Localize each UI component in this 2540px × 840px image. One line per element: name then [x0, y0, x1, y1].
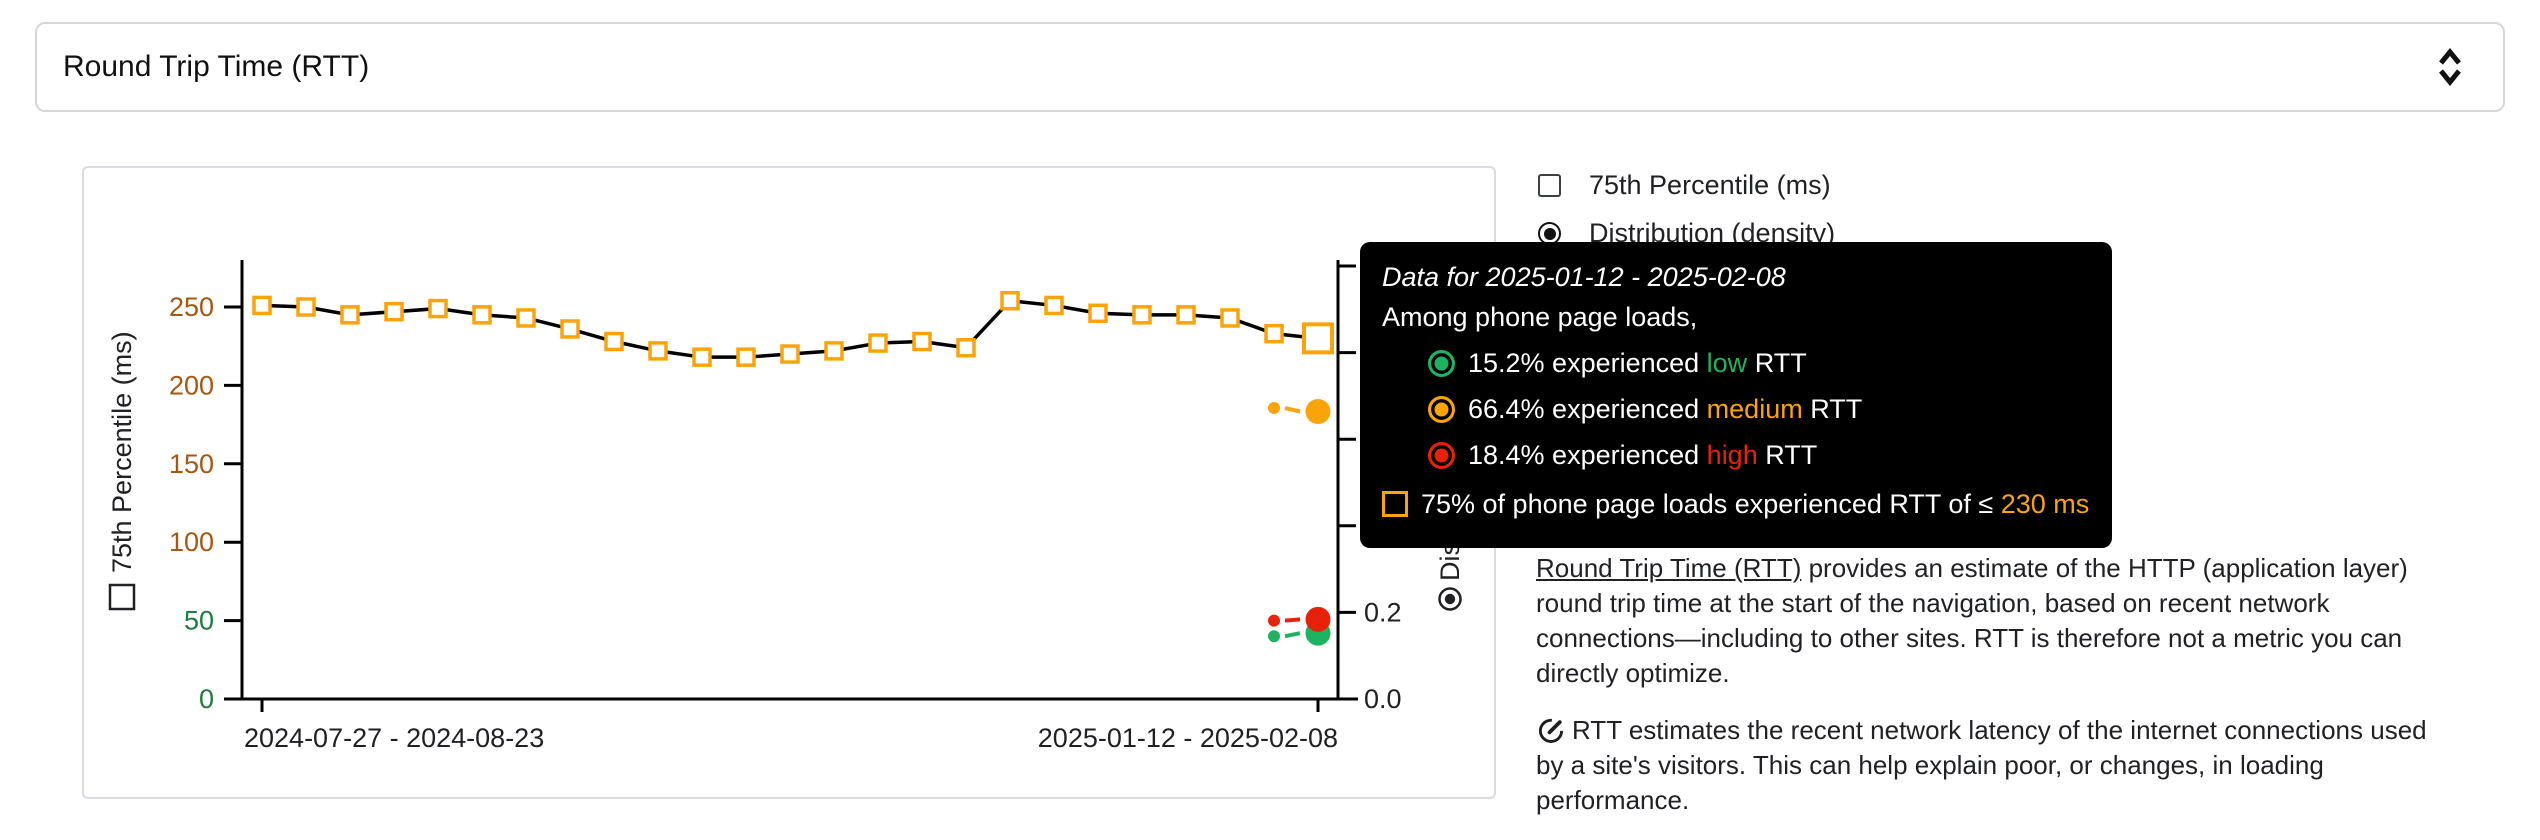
medium-dot-icon [1428, 395, 1455, 423]
svg-text:200: 200 [169, 370, 214, 400]
metric-selector-value: Round Trip Time (RTT) [63, 50, 370, 83]
checkbox-unchecked-icon[interactable] [1538, 174, 1561, 197]
tooltip-row-low: 15.2% experienced low RTT [1382, 343, 2090, 383]
svg-text:0.2: 0.2 [1364, 597, 1402, 627]
svg-text:50: 50 [184, 606, 214, 636]
svg-text:150: 150 [169, 449, 214, 479]
chart-tooltip: Data for 2025-01-12 - 2025-02-08 Among p… [1360, 242, 2112, 548]
tooltip-row-percentile: 75% of phone page loads experienced RTT … [1382, 484, 2090, 524]
radio-selected-icon[interactable] [1538, 222, 1561, 245]
svg-text:100: 100 [169, 527, 214, 557]
tooltip-title: Data for 2025-01-12 - 2025-02-08 [1382, 262, 1786, 292]
metric-selector[interactable]: Round Trip Time (RTT) [35, 22, 2505, 112]
speed-gauge-icon [1538, 718, 1564, 743]
chart-legend: 75th Percentile (ms) Distribution (densi… [1538, 170, 1835, 249]
legend-item-75th-percentile[interactable]: 75th Percentile (ms) [1538, 170, 1835, 201]
high-dot-icon [1428, 441, 1455, 469]
rtt-definition-paragraph: Round Trip Time (RTT) provides an estima… [1536, 553, 2408, 688]
svg-text:75th Percentile (ms): 75th Percentile (ms) [107, 331, 137, 573]
svg-text:0: 0 [199, 684, 214, 714]
svg-text:2024-07-27 - 2024-08-23: 2024-07-27 - 2024-08-23 [244, 723, 544, 753]
unfold-more-icon [2439, 48, 2461, 86]
legend-label: 75th Percentile (ms) [1589, 170, 1831, 200]
chart-card [82, 166, 1496, 799]
svg-text:2025-01-12 - 2025-02-08: 2025-01-12 - 2025-02-08 [1038, 723, 1338, 753]
metric-description: Round Trip Time (RTT) provides an estima… [1536, 551, 2436, 840]
svg-text:250: 250 [169, 292, 214, 322]
tooltip-row-medium: 66.4% experienced medium RTT [1382, 389, 2090, 429]
svg-text:0.0: 0.0 [1364, 684, 1402, 714]
tooltip-row-high: 18.4% experienced high RTT [1382, 435, 2090, 475]
tooltip-intro: Among phone page loads, [1382, 302, 1698, 332]
low-dot-icon [1428, 349, 1455, 377]
rtt-doc-link[interactable]: Round Trip Time (RTT) [1536, 553, 1802, 583]
rtt-note-paragraph: RTT estimates the recent network latency… [1536, 715, 2427, 815]
percentile-square-icon [1382, 491, 1408, 517]
